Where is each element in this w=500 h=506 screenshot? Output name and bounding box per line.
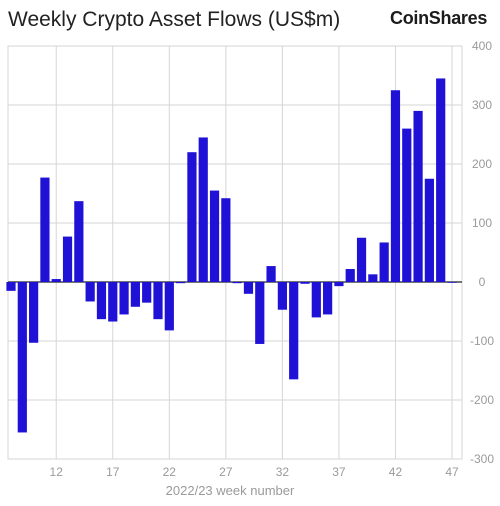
bar-week-10 bbox=[29, 282, 39, 343]
bar-week-13 bbox=[62, 236, 73, 282]
y-tick-label: 0 bbox=[479, 275, 486, 289]
bar-week-18 bbox=[119, 282, 129, 315]
bar-week-30 bbox=[255, 282, 265, 344]
y-tick-label: 400 bbox=[472, 39, 492, 53]
bar-week-23 bbox=[176, 282, 186, 284]
x-tick-label: 32 bbox=[276, 465, 290, 479]
bar-week-38 bbox=[345, 269, 355, 282]
y-tick-label: -100 bbox=[470, 334, 494, 348]
y-tick-label: -300 bbox=[470, 452, 494, 466]
bar-week-34 bbox=[300, 282, 310, 284]
x-axis-label: 2022/23 week number bbox=[165, 483, 295, 498]
bar-week-42 bbox=[390, 90, 401, 282]
plot-frame bbox=[7, 45, 463, 460]
bar-week-35 bbox=[311, 282, 321, 318]
x-tick-label: 27 bbox=[219, 465, 233, 479]
bar-week-17 bbox=[108, 282, 118, 322]
bar-week-22 bbox=[164, 282, 174, 331]
bar-week-28 bbox=[232, 282, 242, 284]
bar-week-19 bbox=[130, 282, 140, 307]
bar-week-41 bbox=[379, 242, 389, 282]
bar-week-20 bbox=[142, 282, 152, 303]
bar-week-8 bbox=[6, 282, 16, 291]
bar-week-15 bbox=[85, 282, 95, 302]
bar-week-43 bbox=[402, 128, 412, 282]
bar-week-25 bbox=[198, 137, 208, 282]
bar-week-29 bbox=[243, 282, 254, 294]
y-tick-label: 300 bbox=[472, 98, 492, 112]
bar-week-27 bbox=[221, 198, 231, 282]
x-tick-label: 22 bbox=[163, 465, 177, 479]
y-tick-label: 200 bbox=[472, 157, 492, 171]
y-axis-ticks: 400 300 200 100 0 -100 -200 -300 bbox=[470, 39, 494, 466]
x-tick-label: 37 bbox=[332, 465, 346, 479]
bar-week-32 bbox=[277, 282, 287, 310]
bar-week-33 bbox=[289, 282, 299, 380]
bar-week-39 bbox=[356, 237, 367, 282]
bar-week-47 bbox=[447, 282, 457, 283]
x-tick-label: 42 bbox=[389, 465, 403, 479]
bar-week-14 bbox=[74, 201, 84, 282]
bar-week-36 bbox=[323, 282, 333, 315]
bar-week-16 bbox=[96, 282, 107, 320]
bar-week-40 bbox=[368, 274, 378, 282]
bar-week-44 bbox=[413, 110, 423, 283]
bar-week-12 bbox=[51, 279, 61, 282]
bar-week-45 bbox=[424, 178, 434, 282]
bar-week-37 bbox=[334, 282, 344, 287]
coinshares-logo: CoinShares bbox=[390, 8, 488, 28]
chart-bars bbox=[6, 78, 457, 433]
x-tick-label: 47 bbox=[445, 465, 459, 479]
bar-week-26 bbox=[209, 190, 220, 282]
y-tick-label: 100 bbox=[472, 216, 492, 230]
y-tick-label: -200 bbox=[470, 393, 494, 407]
x-tick-label: 12 bbox=[50, 465, 64, 479]
bar-week-11 bbox=[40, 177, 50, 282]
bar-week-9 bbox=[17, 282, 27, 433]
x-tick-label: 17 bbox=[106, 465, 120, 479]
chart-title: Weekly Crypto Asset Flows (US$m) bbox=[8, 8, 341, 31]
bar-week-24 bbox=[187, 152, 197, 282]
bar-week-46 bbox=[436, 78, 446, 282]
bar-week-31 bbox=[266, 266, 276, 282]
bar-week-21 bbox=[153, 282, 163, 320]
x-axis-ticks: 12 17 22 27 32 37 42 47 bbox=[50, 465, 459, 479]
